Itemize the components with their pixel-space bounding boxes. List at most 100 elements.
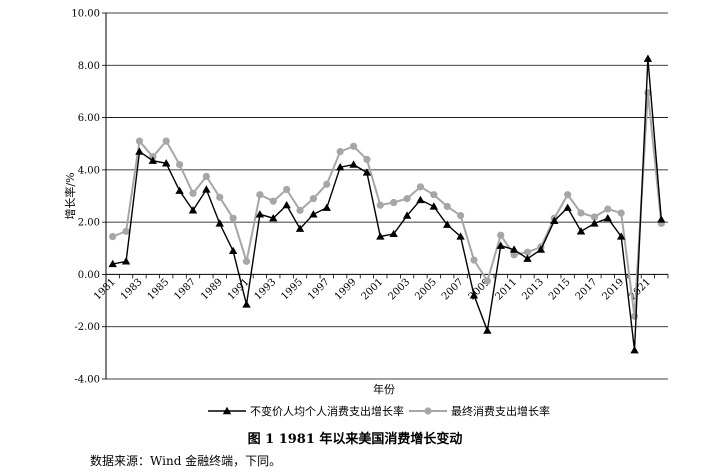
data-point — [523, 254, 532, 262]
y-tick-label: 6.00 — [78, 113, 100, 124]
x-tick-label: 1985 — [146, 277, 172, 303]
data-point — [403, 195, 411, 203]
data-point — [630, 346, 639, 354]
data-point — [215, 219, 224, 227]
data-point — [376, 232, 385, 240]
legend-marker — [424, 407, 432, 415]
data-point — [469, 291, 479, 299]
x-tick-label: 1983 — [119, 277, 145, 303]
x-tick-label: 2001 — [360, 277, 386, 303]
x-tick-label: 2011 — [493, 277, 519, 303]
y-tick-label: 10.00 — [71, 9, 100, 20]
x-tick-label: 2017 — [574, 277, 600, 303]
data-point — [349, 142, 358, 150]
data-point — [429, 202, 439, 210]
data-point — [603, 214, 612, 222]
data-point — [296, 206, 304, 214]
data-point — [135, 147, 144, 155]
data-point — [108, 259, 117, 268]
data-point — [590, 213, 599, 221]
series — [108, 54, 666, 354]
data-point — [148, 156, 158, 164]
data-point — [389, 229, 398, 238]
data-point — [282, 200, 291, 209]
y-tick-label: 2.00 — [78, 218, 100, 229]
data-point — [349, 160, 358, 168]
series-line — [112, 58, 662, 351]
data-point — [590, 219, 599, 227]
x-tick-labels: 1981 1983 1985 1987 1989 1991 1993 1995 1997 1999… — [92, 277, 653, 303]
data-point — [563, 203, 572, 211]
data-point — [577, 209, 585, 217]
data-point — [363, 155, 371, 163]
data-point — [189, 189, 197, 197]
data-point — [309, 195, 318, 203]
x-tick-label: 2015 — [547, 277, 573, 303]
figure-caption: 图 1 1981 年以来美国消费增长变动 — [247, 432, 463, 447]
axes — [102, 12, 669, 380]
data-point — [216, 193, 224, 201]
y-tick-label: 8.00 — [78, 61, 100, 72]
x-tick-label: 1999 — [333, 277, 359, 303]
gridlines — [106, 12, 668, 380]
data-point — [109, 232, 117, 241]
data-point — [121, 257, 131, 265]
data-point — [242, 257, 251, 265]
legend-item: 不变价人均个人消费支出增长率 — [208, 404, 404, 418]
data-point — [175, 186, 184, 194]
data-point — [402, 211, 412, 219]
y-axis-title: 增长率/% — [63, 172, 77, 219]
data-point — [564, 191, 572, 199]
data-point — [509, 245, 519, 253]
x-tick-label: 2003 — [386, 277, 412, 303]
data-point — [510, 251, 518, 259]
data-point — [228, 246, 238, 255]
y-tick-label: -2.00 — [74, 322, 100, 333]
data-point — [336, 147, 344, 156]
series-per-capita-pce — [108, 54, 666, 354]
x-tick-label: 2005 — [413, 277, 439, 303]
y-tick-label: -4.00 — [74, 375, 100, 386]
legend: 不变价人均个人消费支出增长率 最终消费支出增长率 — [208, 404, 550, 418]
data-point — [309, 210, 318, 218]
data-point — [536, 245, 546, 253]
x-tick-label: 2007 — [440, 277, 466, 303]
x-axis-title: 年份 — [373, 382, 395, 396]
data-point — [295, 224, 305, 232]
data-point — [242, 300, 251, 308]
x-tick-label: 1993 — [253, 277, 279, 303]
data-point — [362, 168, 372, 176]
data-point — [456, 212, 465, 220]
data-point — [323, 180, 331, 188]
data-point — [617, 209, 625, 217]
data-point — [576, 227, 586, 235]
x-tick-label: 1997 — [306, 277, 332, 303]
data-point — [256, 191, 264, 199]
data-point — [322, 203, 331, 211]
data-point — [335, 163, 345, 171]
data-point — [188, 206, 198, 214]
data-point — [202, 185, 211, 193]
data-point — [550, 216, 559, 224]
data-point — [162, 137, 170, 145]
data-point — [616, 232, 626, 240]
y-tick-labels: 10.00 8.00 6.00 4.00 2.00 0.00 -2.00 -4.00 — [71, 9, 100, 386]
data-point — [122, 227, 130, 235]
x-tick-label: 2019 — [601, 277, 627, 303]
data-point — [255, 210, 265, 218]
data-point — [376, 201, 384, 209]
data-point — [135, 137, 144, 145]
data-point — [443, 202, 451, 211]
x-tick-label: 1989 — [199, 277, 225, 303]
data-point — [269, 214, 278, 222]
data-point — [416, 195, 425, 204]
data-point — [175, 161, 184, 169]
legend-label: 最终消费支出增长率 — [451, 404, 550, 418]
x-tick-label: 2013 — [520, 277, 546, 303]
data-point — [496, 241, 505, 249]
data-point — [483, 277, 491, 285]
data-point — [430, 191, 438, 199]
x-tick-label: 1995 — [279, 277, 305, 303]
y-tick-label: 0.00 — [78, 270, 100, 281]
